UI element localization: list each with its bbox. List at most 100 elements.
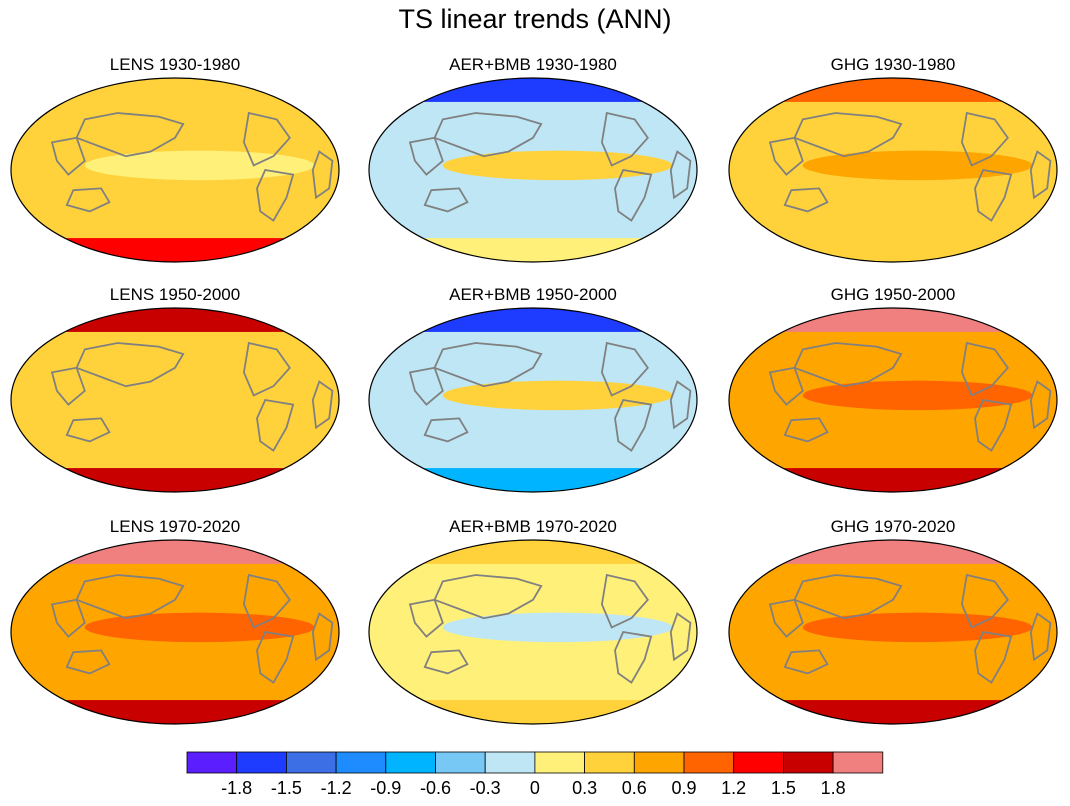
map-border	[728, 307, 1058, 493]
coastline	[783, 649, 829, 675]
coastline	[600, 341, 649, 397]
figure-title: TS linear trends (ANN)	[398, 4, 672, 34]
colorbar-tick-label: 0.6	[621, 778, 647, 798]
arctic-band	[11, 540, 339, 564]
coastline	[242, 573, 291, 629]
map-panel	[10, 307, 340, 493]
colorbar-tick-label: -1.8	[221, 778, 253, 798]
colorbar-swatch	[335, 751, 387, 774]
coastline	[974, 398, 1013, 452]
colorbar	[186, 751, 884, 774]
coastline	[768, 366, 804, 406]
coastline	[974, 168, 1013, 222]
coastline	[1029, 150, 1052, 200]
tropical-band	[802, 612, 1033, 643]
panel-title: LENS 1970-2020	[109, 517, 241, 536]
map-panel	[728, 307, 1058, 493]
coastline	[614, 630, 653, 684]
tropical-band	[442, 612, 673, 643]
colorbar-swatch	[236, 751, 287, 774]
colorbar-tick-label: 1.5	[770, 778, 796, 798]
coastline	[242, 341, 291, 397]
arctic-band	[729, 308, 1057, 332]
panel-title: GHG 1950-2000	[830, 285, 956, 304]
colorbar-swatch	[285, 751, 337, 774]
coastline	[793, 112, 903, 158]
arctic-band	[369, 308, 697, 332]
colorbar-swatch	[683, 751, 735, 774]
arctic-band	[369, 78, 697, 102]
coastline	[256, 630, 295, 684]
coastline	[423, 417, 469, 443]
panel-title: GHG 1970-2020	[830, 517, 956, 536]
coastline	[783, 187, 829, 213]
map-panel	[728, 539, 1058, 725]
map-panel	[10, 77, 340, 263]
colorbar-swatch	[633, 751, 685, 774]
coastline	[311, 150, 334, 200]
coastline	[960, 111, 1009, 167]
colorbar-tick-label: 0.9	[671, 778, 697, 798]
coastline	[614, 168, 653, 222]
colorbar-swatch	[832, 751, 884, 774]
map-panel	[368, 307, 698, 493]
coastline	[433, 342, 543, 388]
panel-title: GHG 1930-1980	[830, 55, 956, 74]
colorbar-swatch	[783, 751, 834, 774]
coastline	[423, 649, 469, 675]
coastline	[600, 111, 649, 167]
tropical-band	[84, 380, 315, 411]
colorbar-tick-label: -0.6	[419, 778, 452, 798]
coastline	[768, 598, 804, 638]
panel-title: AER+BMB 1970-2020	[449, 517, 617, 536]
panel-title: LENS 1950-2000	[109, 285, 241, 304]
map-border	[10, 539, 340, 725]
arctic-band	[729, 78, 1057, 102]
map-border	[368, 77, 698, 263]
coastline	[408, 136, 444, 176]
colorbar-swatch	[484, 751, 536, 774]
coastline	[50, 366, 86, 406]
coastline	[1029, 612, 1052, 662]
coastline	[1029, 380, 1052, 430]
coastline	[311, 612, 334, 662]
colorbar-tick-label: -0.9	[370, 778, 402, 798]
tropical-band	[84, 612, 315, 643]
coastline	[669, 150, 692, 200]
arctic-band	[369, 540, 697, 564]
map-panel	[368, 539, 698, 725]
tropical-band	[442, 380, 673, 411]
map-border	[368, 307, 698, 493]
coastline	[960, 573, 1009, 629]
map-border	[10, 307, 340, 493]
colorbar-tick-label: -1.2	[320, 778, 352, 798]
colorbar-tick-label: 0.3	[572, 778, 598, 798]
colorbar-swatch	[534, 751, 586, 774]
panel-title: AER+BMB 1950-2000	[449, 285, 617, 304]
coastline	[783, 417, 829, 443]
coastline	[75, 574, 185, 620]
colorbar-tick-label: 1.2	[721, 778, 747, 798]
coastline	[65, 649, 111, 675]
tropical-band	[802, 150, 1033, 181]
arctic-band	[11, 308, 339, 332]
coastline	[768, 136, 804, 176]
coastline	[408, 598, 444, 638]
coastline	[65, 187, 111, 213]
coastline	[408, 366, 444, 406]
coastline	[974, 630, 1013, 684]
coastline	[793, 342, 903, 388]
coastline	[65, 417, 111, 443]
coastline	[75, 112, 185, 158]
coastline	[256, 398, 295, 452]
coastline	[50, 136, 86, 176]
coastline	[669, 612, 692, 662]
coastline	[75, 342, 185, 388]
map-border	[368, 539, 698, 725]
coastline	[960, 341, 1009, 397]
coastline	[600, 573, 649, 629]
coastline	[256, 168, 295, 222]
tropical-band	[802, 380, 1033, 411]
coastline	[242, 111, 291, 167]
colorbar-swatch	[186, 751, 238, 774]
